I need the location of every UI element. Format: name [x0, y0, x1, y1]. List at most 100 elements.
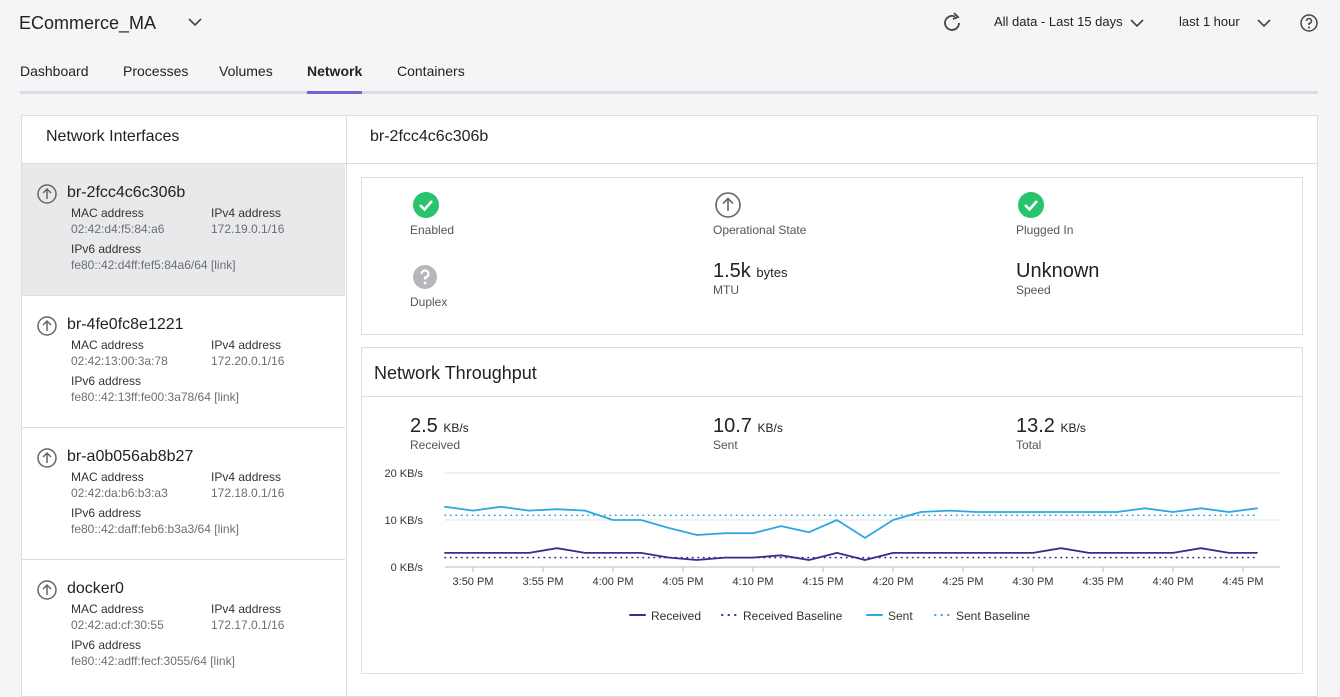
divider: [22, 163, 346, 164]
x-tick-label: 4:15 PM: [803, 576, 844, 588]
tab[interactable]: Network: [307, 63, 363, 79]
field-value: 172.19.0.1/16: [211, 222, 285, 236]
range-select[interactable]: All data - Last 15 days: [994, 14, 1123, 29]
field-value: fe80::42:adff:fecf:3055/64 [link]: [71, 654, 235, 668]
app-title[interactable]: ECommerce_MA: [19, 13, 157, 33]
divider: [22, 427, 345, 428]
tab-rule: [20, 91, 1318, 94]
legend-label: Received Baseline: [743, 609, 843, 623]
x-tick-label: 4:00 PM: [593, 576, 634, 588]
stat-value: 13.2 KB/s: [1016, 415, 1086, 439]
tab[interactable]: Containers: [397, 63, 465, 79]
y-tick-label: 10 KB/s: [384, 515, 423, 527]
field-value: 172.18.0.1/16: [211, 486, 285, 500]
stat-number: 13.2: [1016, 415, 1055, 437]
field-label: MAC address: [71, 470, 144, 484]
series-line: [444, 547, 1258, 561]
tab[interactable]: Processes: [123, 63, 189, 79]
field-label: IPv4 address: [211, 602, 282, 616]
divider: [22, 559, 345, 560]
tab-active-underline: [307, 91, 362, 94]
field-label: IPv6 address: [71, 242, 142, 256]
divider: [362, 396, 1302, 397]
plugged-icon: [1018, 192, 1044, 218]
field-label: IPv6 address: [71, 374, 142, 388]
field-label: IPv6 address: [71, 506, 142, 520]
legend-label: Sent: [888, 609, 913, 623]
app-dropdown-icon[interactable]: [187, 16, 203, 28]
x-tick-label: 4:05 PM: [663, 576, 704, 588]
x-tick-label: 4:40 PM: [1153, 576, 1194, 588]
x-tick-label: 4:25 PM: [943, 576, 984, 588]
interface-name: br-2fcc4c6c306b: [67, 184, 186, 201]
divider: [347, 163, 1317, 164]
status-icon: [37, 580, 57, 600]
field-label: IPv4 address: [211, 470, 282, 484]
x-tick-label: 4:30 PM: [1013, 576, 1054, 588]
field-value: 02:42:d4:f5:84:a6: [71, 222, 165, 236]
detail-title: br-2fcc4c6c306b: [370, 128, 489, 145]
throughput-card: [361, 347, 1303, 674]
status-card: [361, 177, 1303, 335]
stat-label: Received: [410, 438, 461, 452]
series-line: [444, 505, 1258, 539]
x-tick-label: 4:45 PM: [1223, 576, 1264, 588]
stat-unit: KB/s: [757, 421, 783, 435]
x-tick-label: 4:20 PM: [873, 576, 914, 588]
window-dropdown-icon[interactable]: [1256, 17, 1272, 29]
selected-bg: [22, 164, 345, 295]
mtu-value: 1.5k bytes: [713, 260, 787, 284]
field-label: IPv6 address: [71, 638, 142, 652]
operational-icon: [715, 192, 741, 218]
speed-label: Speed: [1016, 283, 1051, 297]
field-value: fe80::42:d4ff:fef5:84a6/64 [link]: [71, 258, 236, 272]
range-dropdown-icon[interactable]: [1129, 17, 1145, 29]
field-value: fe80::42:daff:feb6:b3a3/64 [link]: [71, 522, 239, 536]
duplex-icon: [413, 265, 437, 289]
status-label: Plugged In: [1016, 223, 1074, 237]
field-value: 172.20.0.1/16: [211, 354, 285, 368]
status-label: Operational State: [713, 223, 807, 237]
x-tick-label: 4:10 PM: [733, 576, 774, 588]
field-value: 02:42:ad:cf:30:55: [71, 618, 164, 632]
status-icon: [37, 184, 57, 204]
status-label: Duplex: [410, 295, 448, 309]
stat-unit: KB/s: [1060, 421, 1086, 435]
field-value: 02:42:da:b6:b3:a3: [71, 486, 168, 500]
throughput-title: Network Throughput: [374, 363, 537, 383]
window-select[interactable]: last 1 hour: [1179, 14, 1240, 29]
field-value: 02:42:13:00:3a:78: [71, 354, 168, 368]
stat-value: 2.5 KB/s: [410, 415, 469, 439]
tab[interactable]: Dashboard: [20, 63, 89, 79]
stat-unit: KB/s: [443, 421, 469, 435]
interface-name: docker0: [67, 580, 124, 597]
field-label: MAC address: [71, 338, 144, 352]
interface-name: br-a0b056ab8b27: [67, 448, 194, 465]
speed-value: Unknown: [1016, 260, 1100, 282]
legend-label: Sent Baseline: [956, 609, 1030, 623]
status-icon: [37, 316, 57, 336]
stat-number: 2.5: [410, 415, 438, 437]
stat-label: Total: [1016, 438, 1042, 452]
field-label: IPv4 address: [211, 206, 282, 220]
mtu-number: 1.5k: [713, 260, 751, 282]
refresh-icon[interactable]: [941, 11, 965, 35]
mtu-label: MTU: [713, 283, 739, 297]
y-tick-label: 20 KB/s: [384, 468, 423, 480]
mtu-unit: bytes: [756, 265, 788, 280]
stat-value: 10.7 KB/s: [713, 415, 783, 439]
tab[interactable]: Volumes: [219, 63, 273, 79]
enabled-icon: [413, 192, 439, 218]
field-label: MAC address: [71, 602, 144, 616]
x-tick-label: 4:35 PM: [1083, 576, 1124, 588]
x-tick-label: 3:55 PM: [523, 576, 564, 588]
interfaces-title: Network Interfaces: [46, 128, 180, 145]
field-label: IPv4 address: [211, 338, 282, 352]
interface-name: br-4fe0fc8e1221: [67, 316, 184, 333]
divider: [22, 295, 345, 296]
status-icon: [37, 448, 57, 468]
help-icon[interactable]: [1299, 13, 1319, 33]
stat-label: Sent: [713, 438, 738, 452]
